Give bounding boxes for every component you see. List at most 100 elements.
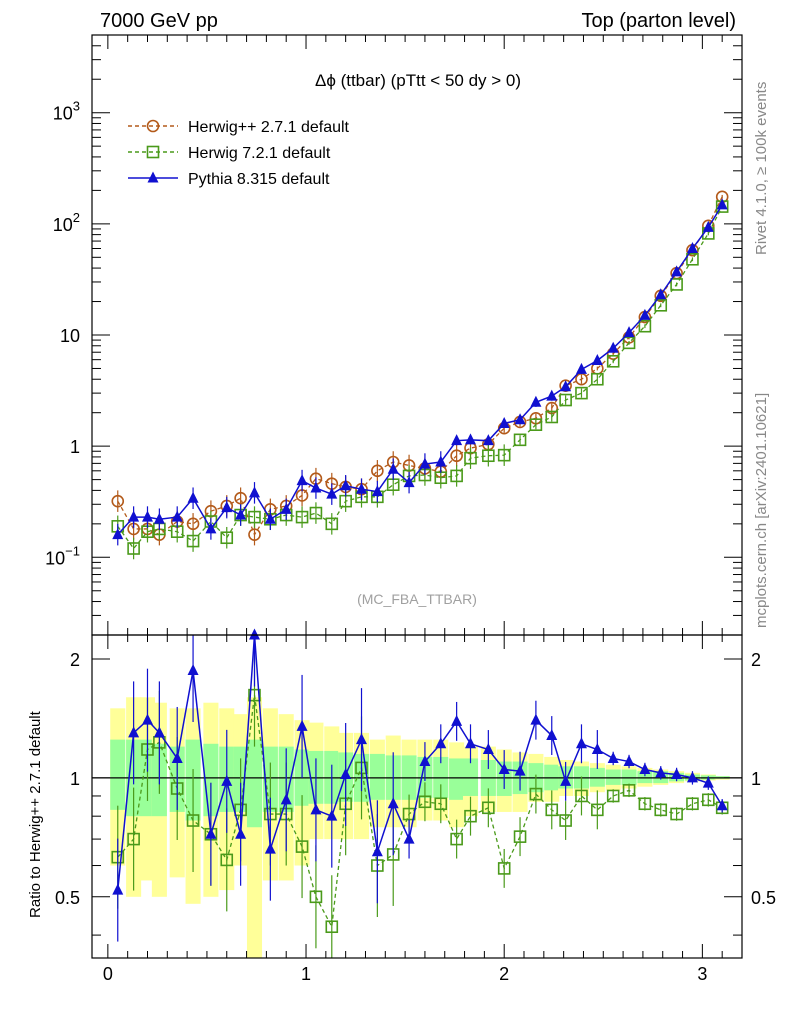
data-point-triangle	[147, 171, 159, 183]
data-point-triangle	[340, 767, 352, 779]
ratio-y-tick-label: 1	[70, 769, 80, 789]
data-point-square	[559, 814, 572, 827]
data-point-triangle	[716, 198, 728, 210]
legend-label: Pythia 8.315 default	[188, 171, 330, 188]
data-point-square	[248, 688, 261, 702]
data-point-square	[591, 372, 604, 386]
legend-label: Herwig 7.2.1 default	[188, 145, 331, 162]
data-point-triangle	[280, 793, 292, 805]
data-point-triangle	[451, 714, 463, 726]
data-point-triangle	[623, 755, 635, 767]
data-point-triangle	[141, 713, 153, 725]
main-series-layer	[111, 190, 729, 560]
data-point-triangle	[575, 362, 587, 374]
data-point-triangle	[702, 220, 714, 232]
ratio-series-line	[117, 695, 723, 929]
data-point-square	[638, 797, 652, 811]
data-point-square	[513, 830, 527, 843]
data-point-triangle	[655, 288, 667, 300]
data-point-triangle	[419, 755, 431, 767]
data-point-triangle	[403, 476, 415, 488]
data-point-triangle	[639, 308, 651, 320]
data-point-circle	[234, 491, 247, 505]
y-tick-label: 10−1	[45, 543, 80, 568]
data-point-triangle	[435, 455, 447, 467]
x-tick-label: 1	[301, 964, 311, 984]
data-point-circle	[186, 517, 200, 531]
series-2	[112, 198, 728, 546]
data-point-triangle	[235, 827, 247, 839]
data-point-triangle	[296, 474, 308, 486]
data-point-triangle	[356, 482, 368, 494]
data-point-triangle	[340, 479, 352, 491]
rivet-label: Rivet 4.1.0, ≥ 100k events	[753, 82, 770, 255]
data-point-square	[220, 853, 234, 867]
data-point-triangle	[205, 827, 217, 839]
data-point-triangle	[264, 512, 276, 524]
data-point-triangle	[465, 433, 477, 445]
data-point-triangle	[530, 395, 542, 407]
data-point-square	[418, 795, 432, 809]
data-point-triangle	[435, 737, 447, 749]
band-inner-bin	[246, 739, 263, 828]
data-point-triangle	[671, 767, 683, 779]
data-point-triangle	[623, 326, 635, 338]
data-point-triangle	[128, 510, 140, 522]
data-point-triangle	[514, 413, 526, 425]
data-point-square	[622, 336, 636, 350]
data-point-square	[464, 809, 477, 823]
data-point-square	[127, 832, 140, 846]
data-point-triangle	[451, 434, 463, 446]
band-inner-bin	[605, 769, 621, 785]
ratio-uncertainty-bands	[92, 697, 742, 958]
data-point-triangle	[280, 502, 292, 514]
x-tick-label: 0	[103, 964, 113, 984]
data-point-square	[686, 797, 699, 811]
ratio-series-layer	[111, 628, 729, 958]
data-point-triangle	[296, 719, 308, 731]
data-point-square	[295, 840, 309, 853]
data-point-square	[545, 803, 559, 817]
series-line	[117, 196, 723, 537]
ratio-series-line	[117, 634, 723, 891]
data-point-triangle	[112, 528, 124, 540]
data-point-triangle	[498, 763, 510, 775]
data-point-triangle	[702, 776, 714, 788]
data-point-square	[482, 449, 495, 463]
ratio-series-1	[112, 628, 728, 942]
data-point-triangle	[498, 416, 510, 428]
x-tick-label: 3	[697, 964, 707, 984]
data-point-square	[702, 793, 715, 807]
series-line	[117, 204, 723, 536]
band-inner-bin	[369, 753, 385, 800]
data-point-triangle	[221, 501, 233, 513]
data-point-triangle	[171, 510, 183, 522]
header-right: Top (parton level)	[581, 10, 736, 32]
data-point-triangle	[387, 797, 399, 809]
data-point-square	[529, 418, 543, 431]
data-point-triangle	[310, 481, 322, 493]
band-inner-bin	[110, 739, 126, 810]
data-point-triangle	[187, 491, 199, 503]
data-point-triangle	[560, 774, 572, 786]
data-point-square	[127, 542, 140, 555]
ratio-y-tick-label-right: 2	[751, 650, 761, 670]
axes-layer: 0 1 2 3 10−1 1 10 102 103 0.5 0.5 1 1 2 2	[45, 34, 776, 984]
ratio-y-tick-label: 0.5	[55, 888, 80, 908]
data-point-triangle	[187, 664, 199, 676]
data-point-triangle	[546, 389, 558, 401]
data-point-square	[606, 789, 620, 803]
data-point-square	[638, 319, 652, 333]
ratio-plot-frame	[91, 634, 743, 959]
y-tick-label: 102	[53, 210, 80, 235]
data-point-triangle	[403, 832, 415, 844]
data-point-circle	[248, 528, 261, 541]
band-inner-bin	[637, 771, 653, 784]
data-point-triangle	[310, 803, 322, 815]
data-point-triangle	[607, 751, 619, 763]
data-point-triangle	[482, 434, 494, 446]
data-point-circle	[450, 449, 463, 463]
data-point-triangle	[371, 485, 383, 497]
data-point-triangle	[221, 774, 233, 786]
